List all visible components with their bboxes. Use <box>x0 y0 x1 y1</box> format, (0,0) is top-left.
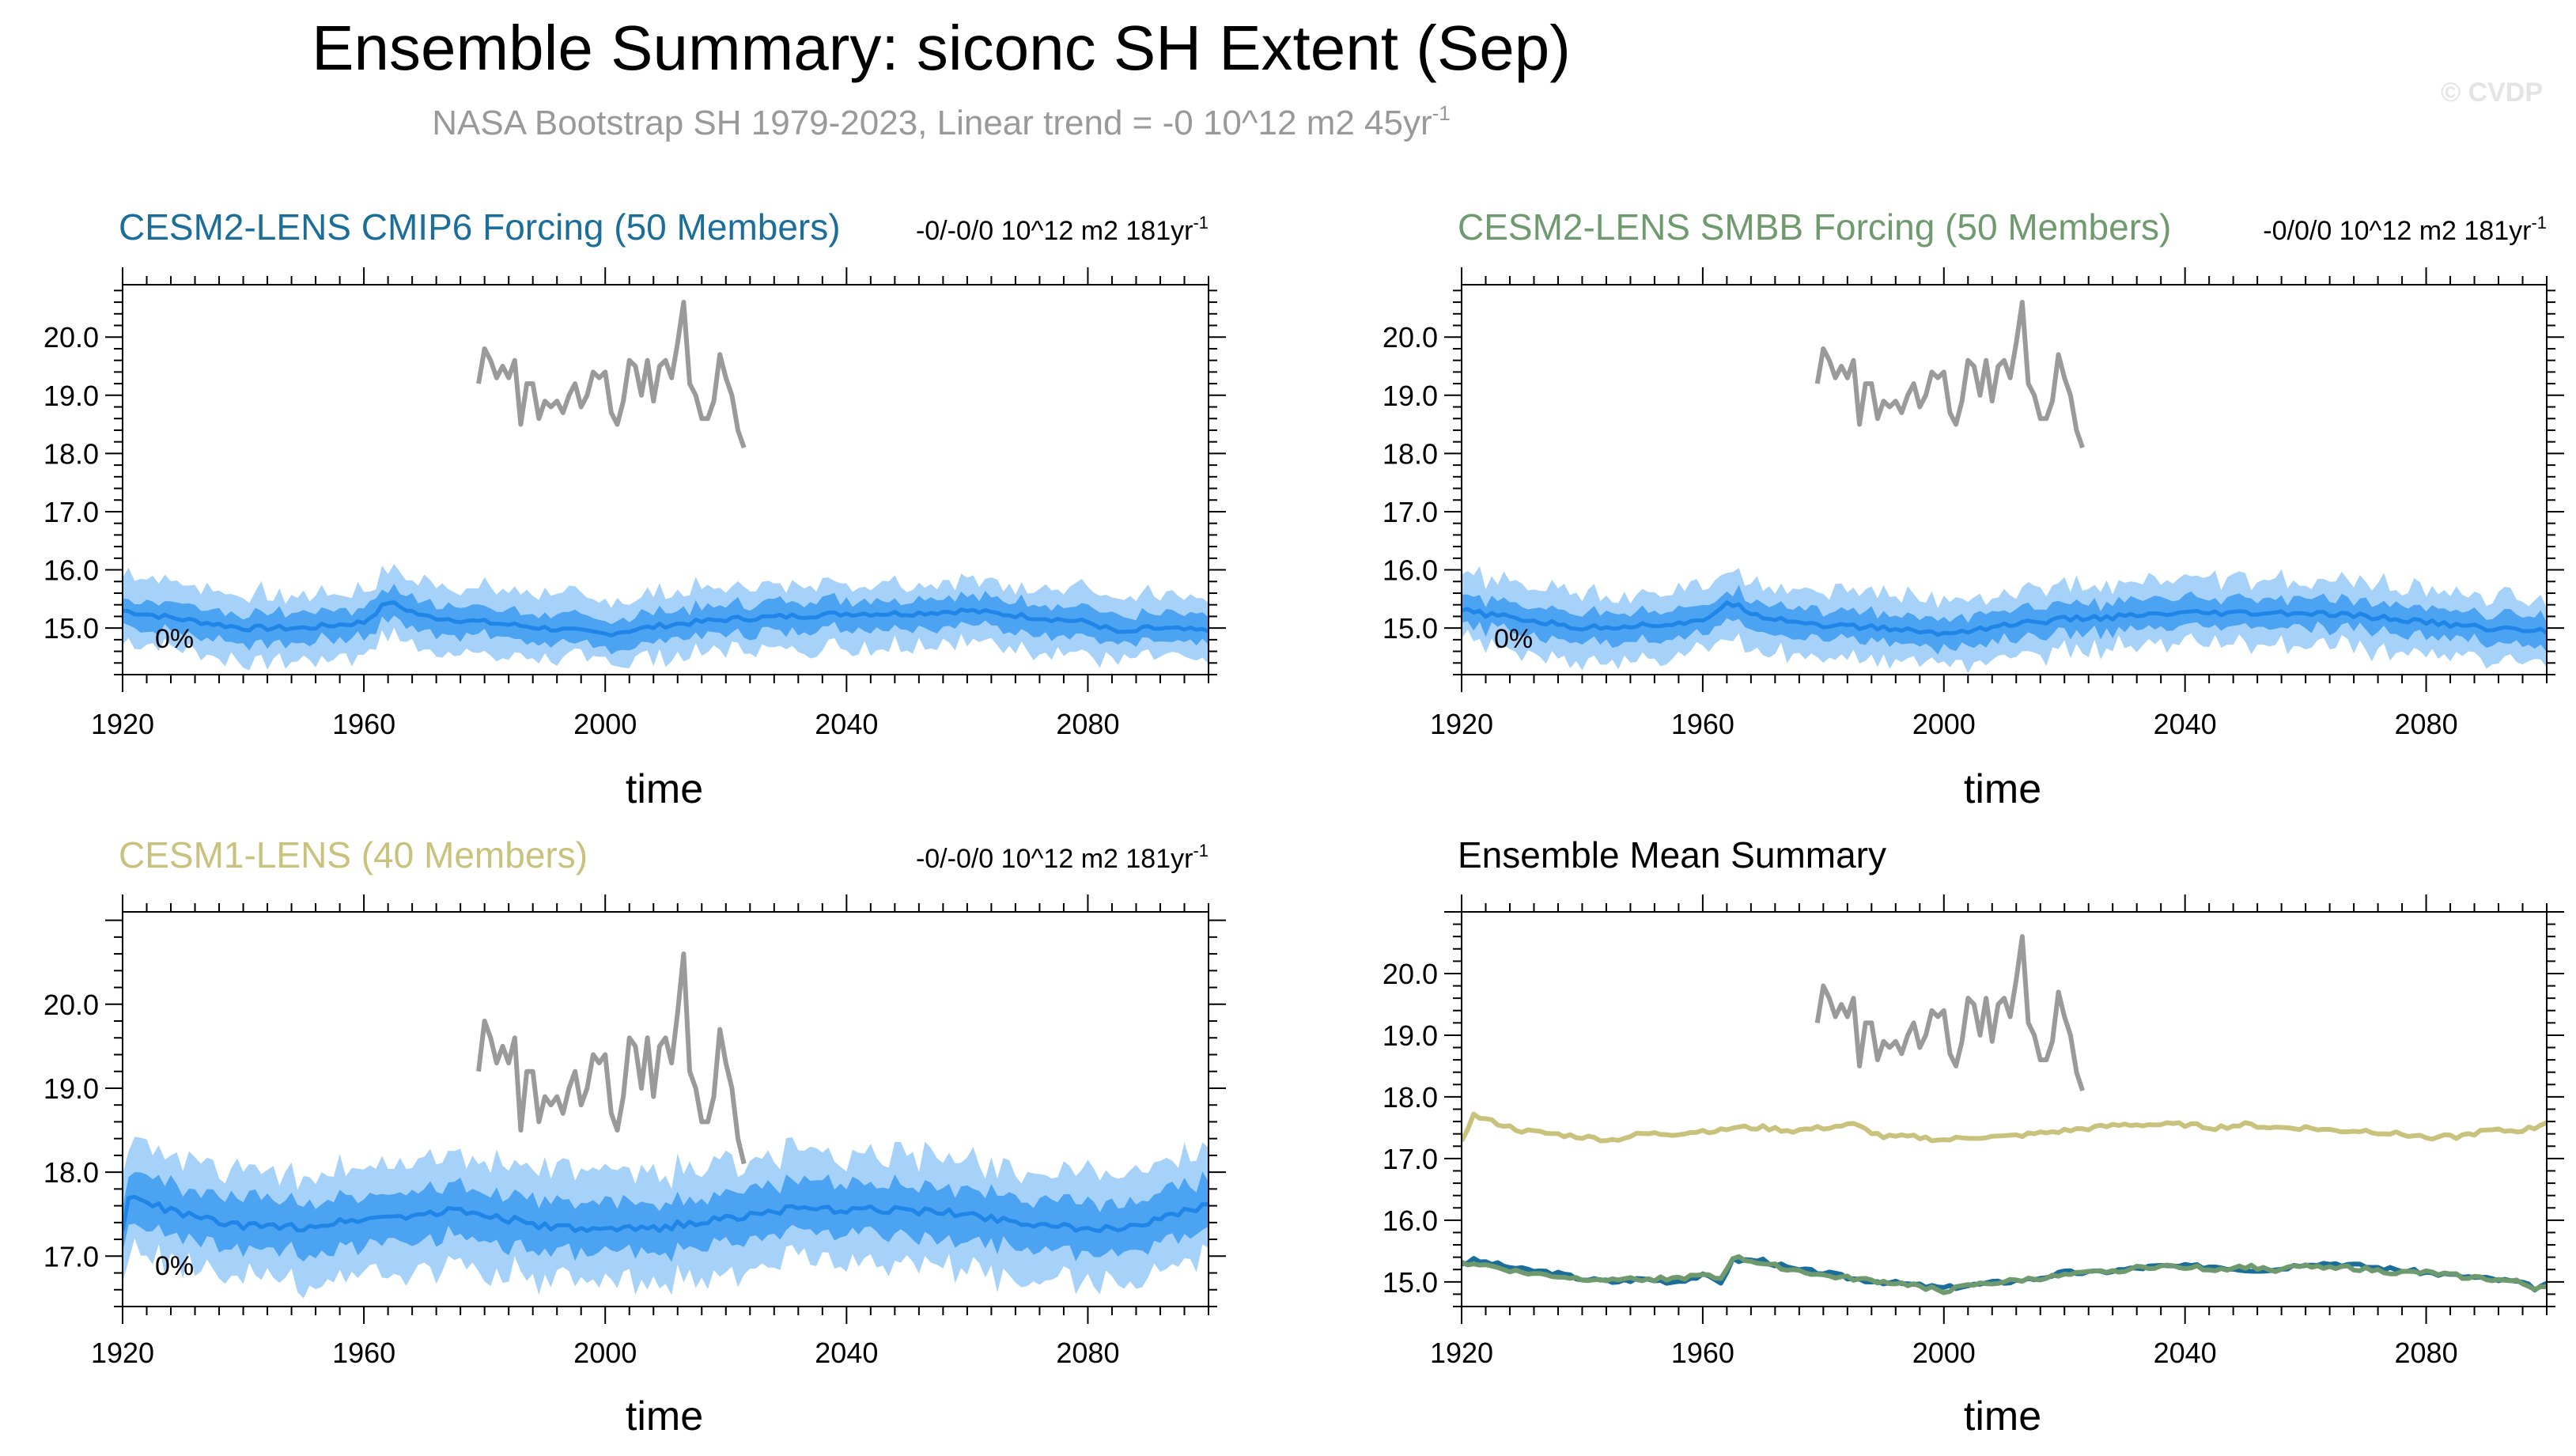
p10-p90-band <box>123 1171 1209 1262</box>
y-tick-label: 15.0 <box>1383 1266 1438 1299</box>
trend-text: -0/-0/0 10^12 m2 181yr <box>916 844 1193 874</box>
series-line-obs <box>1814 934 2085 1092</box>
figure-title: Ensemble Summary: siconc SH Extent (Sep) <box>312 13 1571 83</box>
plot-area: 15.0 16.0 17.0 18.0 19.0 20.0 1920 1960 2000 2040… <box>44 267 1226 740</box>
y-tick-label: 15.0 <box>1383 612 1438 645</box>
y-tick-label: 20.0 <box>1383 321 1438 354</box>
x-tick-label: 2000 <box>1912 1337 1976 1369</box>
plot-frame <box>122 911 1209 1307</box>
trend-superscript: -1 <box>2531 213 2547 233</box>
x-tick-label: 2040 <box>815 1337 878 1369</box>
panel-title: CESM2-LENS CMIP6 Forcing (50 Members) <box>119 206 841 248</box>
panel-trend-label: -0/-0/0 10^12 m2 181yr-1 <box>916 841 1209 874</box>
percent-label: 0% <box>155 1251 194 1281</box>
cvdp-watermark: © CVDP <box>2441 78 2543 108</box>
y-tick-label: 18.0 <box>1383 437 1438 470</box>
ensemble-mean-line <box>123 1194 1209 1234</box>
trend-superscript: -1 <box>1193 841 1209 860</box>
plot-area: 15.0 16.0 17.0 18.0 19.0 20.0 1920 1960 2000 2040… <box>1383 267 2564 740</box>
panel-title: CESM2-LENS SMBB Forcing (50 Members) <box>1458 206 2171 248</box>
subtitle-superscript: -1 <box>1432 101 1451 125</box>
x-tick-label: 2080 <box>2395 708 2458 740</box>
x-axis-label: time <box>626 766 703 812</box>
percent-label: 0% <box>1494 624 1533 654</box>
subtitle-text: NASA Bootstrap SH 1979-2023, Linear tren… <box>432 104 1432 142</box>
panel-trend-label: -0/-0/0 10^12 m2 181yr-1 <box>916 213 1209 246</box>
x-tick-label: 2080 <box>1056 708 1119 740</box>
plot-area: 17.0 18.0 19.0 20.0 1920 1960 2000 2040 2080 0% <box>44 894 1226 1369</box>
plot-frame <box>1461 911 2548 1307</box>
x-tick-label: 2040 <box>2154 708 2217 740</box>
x-tick-label: 2000 <box>573 708 637 740</box>
y-tick-label: 19.0 <box>44 1072 99 1105</box>
ensemble-mean-line <box>1462 600 2547 637</box>
plot-frame <box>122 284 1209 675</box>
panel-cesm2-cmip6: CESM2-LENS CMIP6 Forcing (50 Members) -0… <box>44 206 1226 812</box>
observations-line <box>1814 300 2085 449</box>
x-axis-label: time <box>1964 766 2041 812</box>
y-tick-label: 20.0 <box>1383 958 1438 990</box>
y-tick-label: 18.0 <box>44 437 99 470</box>
panel-title: Ensemble Mean Summary <box>1458 834 1886 875</box>
y-tick-label: 19.0 <box>1383 1019 1438 1052</box>
y-tick-label: 17.0 <box>44 496 99 528</box>
panel-cesm1: CESM1-LENS (40 Members) -0/-0/0 10^12 m2… <box>44 834 1226 1439</box>
x-tick-label: 2000 <box>1912 708 1976 740</box>
x-tick-label: 1920 <box>91 708 154 740</box>
ensemble-mean-line <box>123 600 1209 638</box>
y-tick-label: 15.0 <box>44 612 99 645</box>
y-tick-label: 16.0 <box>44 554 99 587</box>
trend-superscript: -1 <box>1193 213 1209 233</box>
x-tick-label: 2000 <box>573 1337 637 1369</box>
panel-title: CESM1-LENS (40 Members) <box>119 834 588 875</box>
x-tick-label: 2040 <box>815 708 878 740</box>
x-tick-label: 1920 <box>1430 708 1493 740</box>
x-tick-label: 1960 <box>1671 708 1734 740</box>
panel-cesm2-smbb: CESM2-LENS SMBB Forcing (50 Members) -0/… <box>1383 206 2564 812</box>
y-tick-label: 19.0 <box>1383 380 1438 412</box>
x-axis-label: time <box>626 1394 703 1439</box>
y-tick-label: 17.0 <box>44 1240 99 1273</box>
panel-ensemble-mean-summary: Ensemble Mean Summary 15.0 16.0 17.0 18.0 19… <box>1383 834 2564 1439</box>
plot-area: 15.0 16.0 17.0 18.0 19.0 20.0 1920 1960 2000 2040… <box>1383 894 2564 1369</box>
y-tick-label: 19.0 <box>44 380 99 412</box>
percent-label: 0% <box>155 624 194 654</box>
x-tick-label: 2080 <box>2395 1337 2458 1369</box>
x-tick-label: 2080 <box>1056 1337 1119 1369</box>
y-tick-label: 16.0 <box>1383 1205 1438 1237</box>
observations-line <box>476 951 747 1165</box>
x-tick-label: 1960 <box>332 708 395 740</box>
x-tick-label: 2040 <box>2154 1337 2217 1369</box>
y-tick-label: 20.0 <box>44 989 99 1021</box>
x-tick-label: 1920 <box>91 1337 154 1369</box>
plot-content <box>123 951 1209 1299</box>
series-line-smbb <box>1462 1254 2547 1295</box>
y-tick-label: 18.0 <box>1383 1081 1438 1114</box>
y-tick-label: 17.0 <box>1383 1143 1438 1175</box>
series-line-cesm1 <box>1462 1111 2547 1144</box>
plot-content <box>123 300 1209 671</box>
trend-text: -0/0/0 10^12 m2 181yr <box>2263 216 2531 246</box>
p10-p90-band <box>1462 584 2547 655</box>
x-tick-label: 1960 <box>332 1337 395 1369</box>
x-axis-label: time <box>1964 1394 2041 1439</box>
panel-trend-label: -0/0/0 10^12 m2 181yr-1 <box>2263 213 2547 246</box>
y-tick-label: 16.0 <box>1383 554 1438 587</box>
y-tick-label: 17.0 <box>1383 496 1438 528</box>
plot-content <box>1462 934 2547 1295</box>
trend-text: -0/-0/0 10^12 m2 181yr <box>916 216 1193 246</box>
y-tick-label: 18.0 <box>44 1156 99 1189</box>
y-tick-label: 20.0 <box>44 321 99 354</box>
plot-content <box>1462 300 2547 674</box>
x-tick-label: 1920 <box>1430 1337 1493 1369</box>
observations-line <box>476 300 747 449</box>
plot-frame <box>1461 284 2548 675</box>
x-tick-label: 1960 <box>1671 1337 1734 1369</box>
figure-subtitle: NASA Bootstrap SH 1979-2023, Linear tren… <box>432 101 1451 142</box>
